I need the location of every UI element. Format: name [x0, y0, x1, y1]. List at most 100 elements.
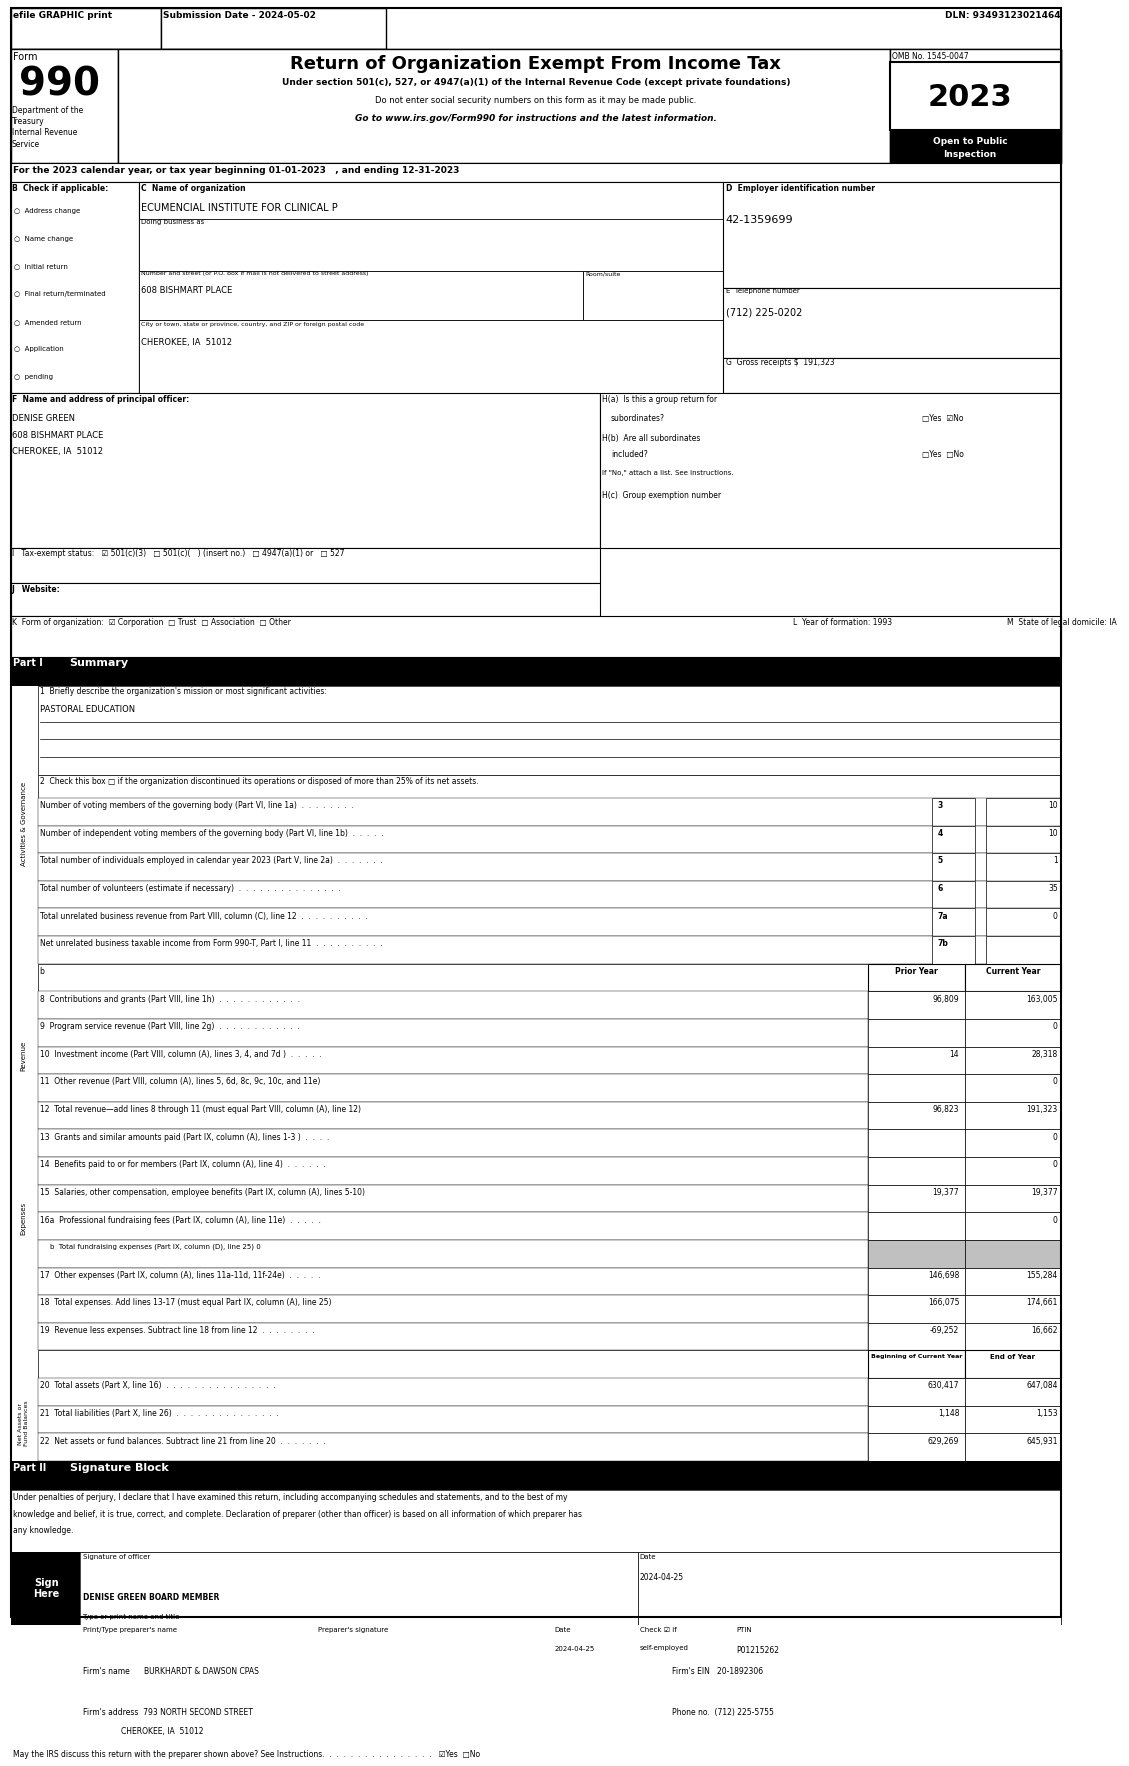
Text: DLN: 93493123021464: DLN: 93493123021464	[945, 11, 1061, 21]
Text: 163,005: 163,005	[1026, 994, 1058, 1003]
Bar	[986, 853, 1061, 881]
Text: (712) 225-0202: (712) 225-0202	[726, 307, 802, 318]
Text: b: b	[40, 968, 44, 977]
Text: Preparer's signature: Preparer's signature	[318, 1626, 388, 1634]
Bar	[724, 357, 1061, 394]
Text: If "No," attach a list. See instructions.: If "No," attach a list. See instructions…	[603, 470, 734, 475]
Text: Part II: Part II	[12, 1462, 46, 1473]
Text: 1,148: 1,148	[938, 1409, 960, 1418]
Text: Paid
Preparer
Use Only: Paid Preparer Use Only	[25, 1671, 67, 1701]
Text: Prior Year: Prior Year	[895, 968, 938, 977]
Bar	[37, 1102, 868, 1130]
Bar	[10, 49, 1061, 162]
Text: 20  Total assets (Part X, line 16)  .  .  .  .  .  .  .  .  .  .  .  .  .  .  . : 20 Total assets (Part X, line 16) . . . …	[40, 1381, 275, 1390]
Text: 17  Other expenses (Part IX, column (A), lines 11a-11d, 11f-24e)  .  .  .  .  .: 17 Other expenses (Part IX, column (A), …	[40, 1272, 320, 1280]
Bar	[584, 272, 724, 320]
Bar	[80, 1706, 669, 1747]
Bar	[868, 1294, 964, 1323]
Bar	[37, 1130, 868, 1157]
Text: 18  Total expenses. Add lines 13-17 (must equal Part IX, column (A), line 25): 18 Total expenses. Add lines 13-17 (must…	[40, 1298, 331, 1307]
Text: 647,084: 647,084	[1026, 1381, 1058, 1390]
Bar	[868, 1377, 964, 1406]
Bar	[964, 1406, 1061, 1434]
Text: 14: 14	[949, 1049, 960, 1060]
Text: 9  Program service revenue (Part VIII, line 2g)  .  .  .  .  .  .  .  .  .  .  .: 9 Program service revenue (Part VIII, li…	[40, 1023, 299, 1031]
Text: Current Year: Current Year	[986, 968, 1040, 977]
Bar	[37, 825, 1061, 853]
Text: C  Name of organization: C Name of organization	[141, 184, 246, 192]
Text: 8  Contributions and grants (Part VIII, line 1h)  .  .  .  .  .  .  .  .  .  .  : 8 Contributions and grants (Part VIII, l…	[40, 994, 299, 1003]
Bar	[139, 219, 724, 272]
Bar	[10, 583, 601, 616]
Text: 146,698: 146,698	[928, 1272, 960, 1280]
Bar	[37, 1211, 868, 1240]
Bar	[964, 991, 1061, 1019]
Text: ○  Amended return: ○ Amended return	[14, 318, 81, 325]
Text: Total unrelated business revenue from Part VIII, column (C), line 12  .  .  .  .: Total unrelated business revenue from Pa…	[40, 911, 368, 920]
Bar	[37, 1185, 868, 1211]
Bar	[986, 825, 1061, 853]
Bar	[37, 908, 1061, 936]
Text: Net unrelated business taxable income from Form 990-T, Part I, line 11  .  .  . : Net unrelated business taxable income fr…	[40, 940, 382, 948]
Text: 42-1359699: 42-1359699	[726, 214, 794, 224]
Bar	[10, 1552, 1061, 1625]
Bar	[37, 1377, 868, 1406]
Bar	[10, 616, 1061, 657]
Text: included?: included?	[611, 450, 648, 459]
Bar	[37, 1294, 868, 1323]
Text: 0: 0	[1053, 1132, 1058, 1141]
Bar	[160, 9, 386, 49]
Text: 608 BISHMART PLACE: 608 BISHMART PLACE	[141, 286, 233, 295]
Bar	[964, 1130, 1061, 1157]
Text: □Yes  □No: □Yes □No	[921, 450, 963, 459]
Bar	[964, 1047, 1061, 1074]
Text: Type or print name and title: Type or print name and title	[82, 1614, 180, 1619]
Bar	[638, 1625, 734, 1665]
Text: H(a)  Is this a group return for: H(a) Is this a group return for	[603, 396, 717, 404]
Text: Firm's EIN   20-1892306: Firm's EIN 20-1892306	[672, 1667, 763, 1676]
Text: PTIN: PTIN	[736, 1626, 752, 1634]
Text: Number of independent voting members of the governing body (Part VI, line 1b)  .: Number of independent voting members of …	[40, 828, 383, 837]
Text: 1: 1	[1053, 857, 1058, 865]
Text: Net Assets or
Fund Balances: Net Assets or Fund Balances	[18, 1400, 29, 1446]
Bar	[638, 1552, 1061, 1625]
Bar	[868, 1019, 964, 1047]
Bar	[890, 49, 1061, 162]
Bar	[316, 1625, 552, 1665]
Text: Revenue: Revenue	[20, 1042, 27, 1072]
Bar	[964, 1434, 1061, 1460]
Bar	[933, 936, 975, 964]
Text: ○  Final return/terminated: ○ Final return/terminated	[14, 291, 105, 297]
Bar	[734, 1625, 1061, 1665]
Bar	[868, 1102, 964, 1130]
Text: 12  Total revenue—add lines 8 through 11 (must equal Part VIII, column (A), line: 12 Total revenue—add lines 8 through 11 …	[40, 1106, 360, 1114]
Bar	[601, 394, 1061, 547]
Text: L  Year of formation: 1993: L Year of formation: 1993	[793, 618, 892, 627]
Bar	[37, 1406, 868, 1434]
Bar	[80, 1665, 669, 1706]
Text: 35: 35	[1048, 885, 1058, 894]
Text: 10  Investment income (Part VIII, column (A), lines 3, 4, and 7d )  .  .  .  .  : 10 Investment income (Part VIII, column …	[40, 1049, 322, 1060]
Text: Sign
Here: Sign Here	[33, 1577, 59, 1600]
Text: 7b: 7b	[938, 940, 948, 948]
Bar	[933, 908, 975, 936]
Bar	[37, 1157, 868, 1185]
Bar	[933, 825, 975, 853]
Bar	[37, 685, 1061, 775]
Bar	[933, 798, 975, 825]
Text: Check ☑ if: Check ☑ if	[640, 1626, 676, 1634]
Bar	[986, 881, 1061, 908]
Text: subordinates?: subordinates?	[611, 415, 665, 424]
Text: F  Name and address of principal officer:: F Name and address of principal officer:	[11, 396, 189, 404]
Text: CHEROKEE, IA  51012: CHEROKEE, IA 51012	[141, 337, 233, 348]
Text: 3: 3	[938, 802, 943, 811]
Bar	[868, 1351, 964, 1377]
Bar	[868, 991, 964, 1019]
Bar	[964, 1240, 1061, 1268]
Bar	[964, 1294, 1061, 1323]
Text: 21  Total liabilities (Part X, line 26)  .  .  .  .  .  .  .  .  .  .  .  .  .  : 21 Total liabilities (Part X, line 26) .…	[40, 1409, 278, 1418]
Text: knowledge and belief, it is true, correct, and complete. Declaration of preparer: knowledge and belief, it is true, correc…	[12, 1510, 581, 1519]
Bar	[868, 1047, 964, 1074]
Text: May the IRS discuss this return with the preparer shown above? See Instructions.: May the IRS discuss this return with the…	[12, 1750, 480, 1759]
Bar	[724, 288, 1061, 357]
